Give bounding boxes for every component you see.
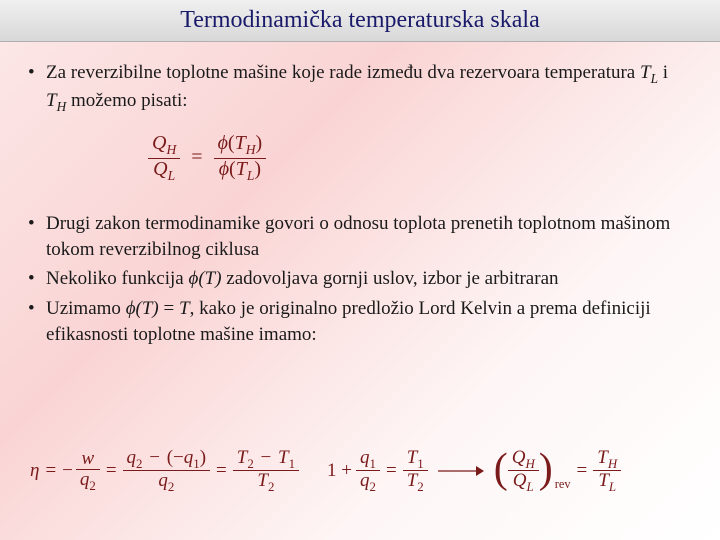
eq1-lp2: ( — [229, 158, 236, 180]
eq1-equals: = — [191, 146, 202, 168]
bullet-mark: • — [28, 296, 46, 347]
eq1-rhs-frac: ϕ(TH) ϕ(TL) — [214, 133, 267, 183]
eq2-q1b-s: 1 — [370, 456, 376, 471]
bullet-mark: • — [28, 211, 46, 262]
eq2-oneplus: 1 + — [327, 460, 352, 482]
arrow-icon — [438, 463, 484, 479]
eq2-eta: η = − w q2 = q2 − (−q1) q2 = T2 − T1 T2 — [30, 448, 299, 494]
bullet-3-text: Nekoliko funkcija ϕ(T) zadovoljava gornj… — [46, 266, 692, 292]
eq2-qlb: Q — [513, 470, 527, 491]
b3-phi: ϕ — [188, 268, 198, 289]
eq2-right: ( QH QL ) rev = TH TL — [494, 448, 621, 494]
eq2-qhb-s: H — [525, 456, 534, 471]
eq2-q2b-s: 2 — [136, 456, 142, 471]
eq2-t2a-s: 2 — [247, 456, 253, 471]
eq2-eq3: = — [216, 460, 227, 482]
eq2-tlb: T — [598, 470, 609, 491]
bullet-1: • Za reverzibilne toplotne mašine koje r… — [28, 60, 692, 115]
eq2-w: w — [82, 448, 95, 469]
eq2-q2d-s: 2 — [370, 479, 376, 494]
eq2-q2a-s: 2 — [89, 478, 95, 493]
eq2-t1b: T — [407, 447, 418, 468]
b1-post: možemo pisati: — [66, 90, 187, 111]
eq2-t2b: T — [257, 470, 268, 491]
eq1-ql-q: Q — [153, 158, 167, 180]
equation-2: η = − w q2 = q2 − (−q1) q2 = T2 − T1 T2 — [0, 448, 720, 494]
eq2-q1b: q — [360, 447, 370, 468]
b4-phi: ϕ — [126, 298, 136, 319]
eq2-qhb: Q — [512, 447, 526, 468]
bullet-4: • Uzimamo ϕ(T) = T, kako je originalno p… — [28, 296, 692, 347]
bullet-4-text: Uzimamo ϕ(T) = T, kako je originalno pre… — [46, 296, 692, 347]
bullet-2-text: Drugi zakon termodinamike govori o odnos… — [46, 211, 692, 262]
eq2-q2b: q — [127, 447, 137, 468]
eq1-phi1: ϕ — [218, 132, 228, 154]
eq2-q2a: q — [80, 469, 90, 490]
b1-tl: T — [640, 62, 651, 83]
bullet-1-text: Za reverzibilne toplotne mašine koje rad… — [46, 60, 692, 115]
b3-pre: Nekoliko funkcija — [46, 268, 188, 289]
eq2-rpar: ) — [200, 447, 206, 468]
eq2-min2: − — [261, 447, 272, 468]
eq2-eq1: = — [45, 460, 56, 482]
eq2-eta-sym: η — [30, 460, 39, 482]
eq2-qlb-s: L — [527, 479, 534, 494]
eq2-q2c-s: 2 — [168, 479, 174, 494]
equation-1: QH QL = ϕ(TH) ϕ(TL) — [148, 133, 692, 183]
eq2-eq5: = — [577, 460, 588, 482]
eq2-t2b-s: 2 — [268, 479, 274, 494]
eq1-th-h: H — [246, 142, 256, 157]
eq2-t1a-s: 1 — [289, 456, 295, 471]
eq2-min1: − — [149, 447, 160, 468]
eq2-q2c: q — [158, 470, 168, 491]
eq2-t1b-s: 1 — [417, 456, 423, 471]
eq1-lhs-frac: QH QL — [148, 133, 180, 183]
eq1-qh-h: H — [166, 142, 176, 157]
eq2-middle: 1 + q1 q2 = T1 T2 — [327, 448, 428, 494]
eq2-t2c: T — [407, 470, 418, 491]
bullet-mark: • — [28, 266, 46, 292]
b4-tr: T — [179, 298, 190, 319]
b3-t: (T) — [198, 268, 221, 289]
b4-pre: Uzimamo — [46, 298, 126, 319]
eq2-rev: rev — [555, 477, 571, 492]
eq2-q2d: q — [360, 470, 370, 491]
eq2-thb-s: H — [608, 456, 617, 471]
b1-mid: i — [658, 62, 668, 83]
slide-content: • Za reverzibilne toplotne mašine koje r… — [0, 42, 720, 347]
bullet-2: • Drugi zakon termodinamike govori o odn… — [28, 211, 692, 262]
bullet-3: • Nekoliko funkcija ϕ(T) zadovoljava gor… — [28, 266, 692, 292]
eq1-ql-l: L — [168, 168, 176, 183]
title-bar: Termodinamička temperaturska skala — [0, 0, 720, 42]
eq1-lp1: ( — [228, 132, 235, 154]
eq2-thb: T — [597, 447, 608, 468]
eq1-th-t: T — [235, 132, 246, 154]
eq1-phi2: ϕ — [219, 158, 229, 180]
b1-hsub: H — [57, 99, 67, 114]
eq2-lpar: (− — [167, 447, 184, 468]
eq2-t1a: T — [278, 447, 289, 468]
b3-post: zadovoljava gornji uslov, izbor je arbit… — [222, 268, 559, 289]
b4-t: (T) — [136, 298, 159, 319]
b1-th: T — [46, 90, 57, 111]
eq2-q1a: q — [184, 447, 194, 468]
eq1-rp2: ) — [254, 158, 261, 180]
eq2-eq2: = — [106, 460, 117, 482]
page-title: Termodinamička temperaturska skala — [180, 7, 540, 34]
b1-lsub: L — [651, 71, 658, 86]
b4-eq: = — [159, 298, 179, 319]
bullet-mark: • — [28, 60, 46, 115]
eq2-eq4: = — [386, 460, 397, 482]
eq1-qh-q: Q — [152, 132, 166, 154]
eq2-t2a: T — [237, 447, 248, 468]
eq1-tl-t: T — [236, 158, 247, 180]
b1-pre: Za reverzibilne toplotne mašine koje rad… — [46, 62, 640, 83]
eq2-tlb-s: L — [609, 479, 616, 494]
eq2-neg1: − — [62, 460, 73, 482]
eq1-rp1: ) — [256, 132, 263, 154]
eq2-t2c-s: 2 — [417, 479, 423, 494]
